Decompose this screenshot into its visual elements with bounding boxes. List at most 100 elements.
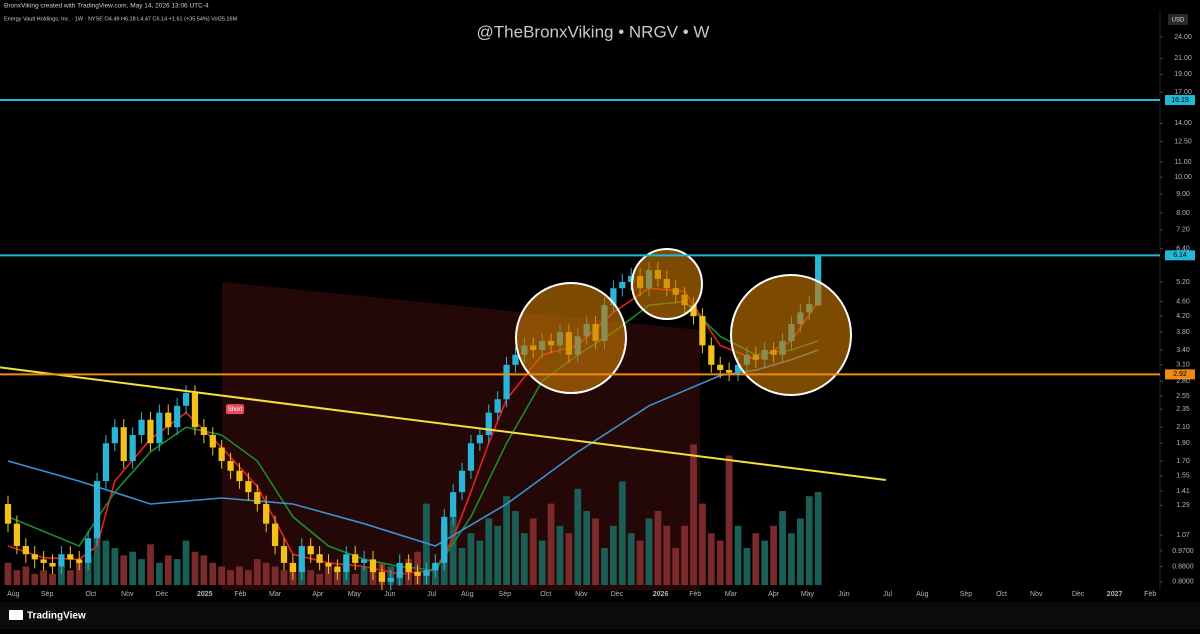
volume-bar	[574, 488, 582, 585]
volume-bar	[654, 511, 662, 585]
volume-bar	[147, 544, 154, 585]
candle-body	[494, 399, 501, 413]
y-tick-label: 3.80	[1176, 329, 1190, 336]
brand-logo	[9, 610, 23, 620]
y-tick-label: 9.00	[1176, 191, 1190, 198]
candle-body	[334, 566, 341, 573]
candle-body	[4, 504, 12, 524]
x-tick-label: Jul	[883, 591, 892, 598]
candle-body	[717, 364, 724, 371]
candle-body	[432, 562, 439, 571]
volume-bar	[271, 566, 279, 585]
annotation: Short	[228, 407, 243, 413]
candle-body	[49, 562, 56, 567]
volume-bar	[672, 548, 680, 585]
candle-body	[40, 559, 47, 563]
candle-body	[458, 470, 466, 493]
candle-body	[441, 516, 448, 563]
y-tick-label: 0.8000	[1172, 579, 1194, 586]
volume-bar	[75, 562, 83, 585]
currency: USD	[1172, 18, 1185, 24]
y-tick-label: 2.55	[1176, 393, 1190, 400]
y-tick-label: 1.41	[1176, 488, 1190, 495]
volume-bar	[565, 533, 573, 585]
y-tick-label: 3.40	[1176, 347, 1190, 354]
volume-bar	[601, 548, 608, 585]
candle-body	[476, 435, 483, 444]
candle-body	[58, 554, 65, 567]
highlight-circle	[515, 282, 627, 394]
candle-body	[165, 412, 172, 428]
candle-body	[325, 562, 332, 567]
x-tick-label: May	[348, 591, 362, 598]
y-tick-label: 24.00	[1174, 34, 1192, 41]
volume-bar	[280, 570, 288, 585]
candle-body	[360, 559, 368, 563]
level-label: 16.19	[1171, 97, 1189, 104]
candle-body	[369, 559, 377, 573]
level-label: 2.92	[1173, 371, 1187, 378]
candle-body	[298, 546, 305, 573]
volume-bar	[209, 562, 217, 585]
footer	[0, 602, 1200, 629]
x-tick-label: Aug	[7, 591, 20, 598]
volume-bar	[84, 555, 92, 585]
volume-bar	[556, 525, 564, 585]
x-tick-label: Feb	[1144, 591, 1156, 598]
y-tick-label: 7.20	[1176, 227, 1190, 234]
volume-bar	[538, 540, 546, 585]
volume-bar	[645, 518, 653, 585]
candle-body	[467, 443, 475, 471]
volume-bar	[164, 555, 172, 585]
y-tick-label: 2.10	[1176, 424, 1190, 431]
symbol-info: Energy Vault Holdings, Inc. · 1W · NYSE …	[4, 16, 238, 22]
candle-body	[387, 577, 394, 582]
x-tick-label: 2027	[1107, 591, 1123, 598]
volume-bar	[93, 533, 101, 585]
x-tick-label: Mar	[725, 591, 738, 598]
x-tick-label: May	[801, 591, 815, 598]
candle-body	[76, 559, 83, 563]
y-tick-label: 1.07	[1176, 532, 1190, 539]
candle-body	[289, 562, 297, 573]
y-tick-label: 1.90	[1176, 440, 1190, 447]
candle-body	[734, 364, 742, 373]
volume-bar	[512, 511, 519, 585]
y-tick-label: 2.80	[1176, 378, 1190, 385]
volume-bar	[236, 566, 243, 585]
volume-bar	[476, 540, 484, 585]
credit: BronxViking created with TradingView.com…	[4, 3, 209, 10]
volume-bar	[40, 570, 48, 585]
brand: TradingView	[27, 611, 86, 622]
overlay: 16.19 6.14 2.92 Short	[0, 95, 1195, 415]
x-tick-label: Nov	[575, 591, 588, 598]
volume-bar	[423, 503, 430, 585]
volume-bar	[58, 566, 65, 585]
volume-bar	[253, 559, 261, 585]
y-tick-label: 4.60	[1176, 298, 1190, 305]
volume-bar	[173, 559, 181, 585]
candle-body	[690, 305, 697, 317]
volume-bar	[4, 562, 12, 585]
candle-body	[307, 546, 314, 555]
volume-bar	[155, 562, 163, 585]
volume-bar	[796, 518, 804, 585]
volume-bar	[449, 511, 457, 585]
candle-body	[619, 281, 626, 289]
volume-bar	[316, 573, 323, 585]
volume-bar	[716, 540, 724, 585]
candle-body	[22, 546, 29, 555]
candle-body	[396, 562, 403, 578]
volume-bar	[520, 533, 528, 585]
candle-body	[102, 443, 110, 482]
volume-bar	[262, 562, 270, 585]
x-tick-label: Feb	[689, 591, 701, 598]
x-tick-label: Jun	[838, 591, 849, 598]
highlight-circle	[730, 274, 852, 396]
volume-bar	[200, 555, 208, 585]
x-tick-label: Sep	[960, 591, 973, 598]
trendline	[0, 366, 886, 481]
y-tick-label: 1.29	[1176, 502, 1190, 509]
volume-bar	[627, 533, 635, 585]
volume-bar	[494, 525, 502, 585]
